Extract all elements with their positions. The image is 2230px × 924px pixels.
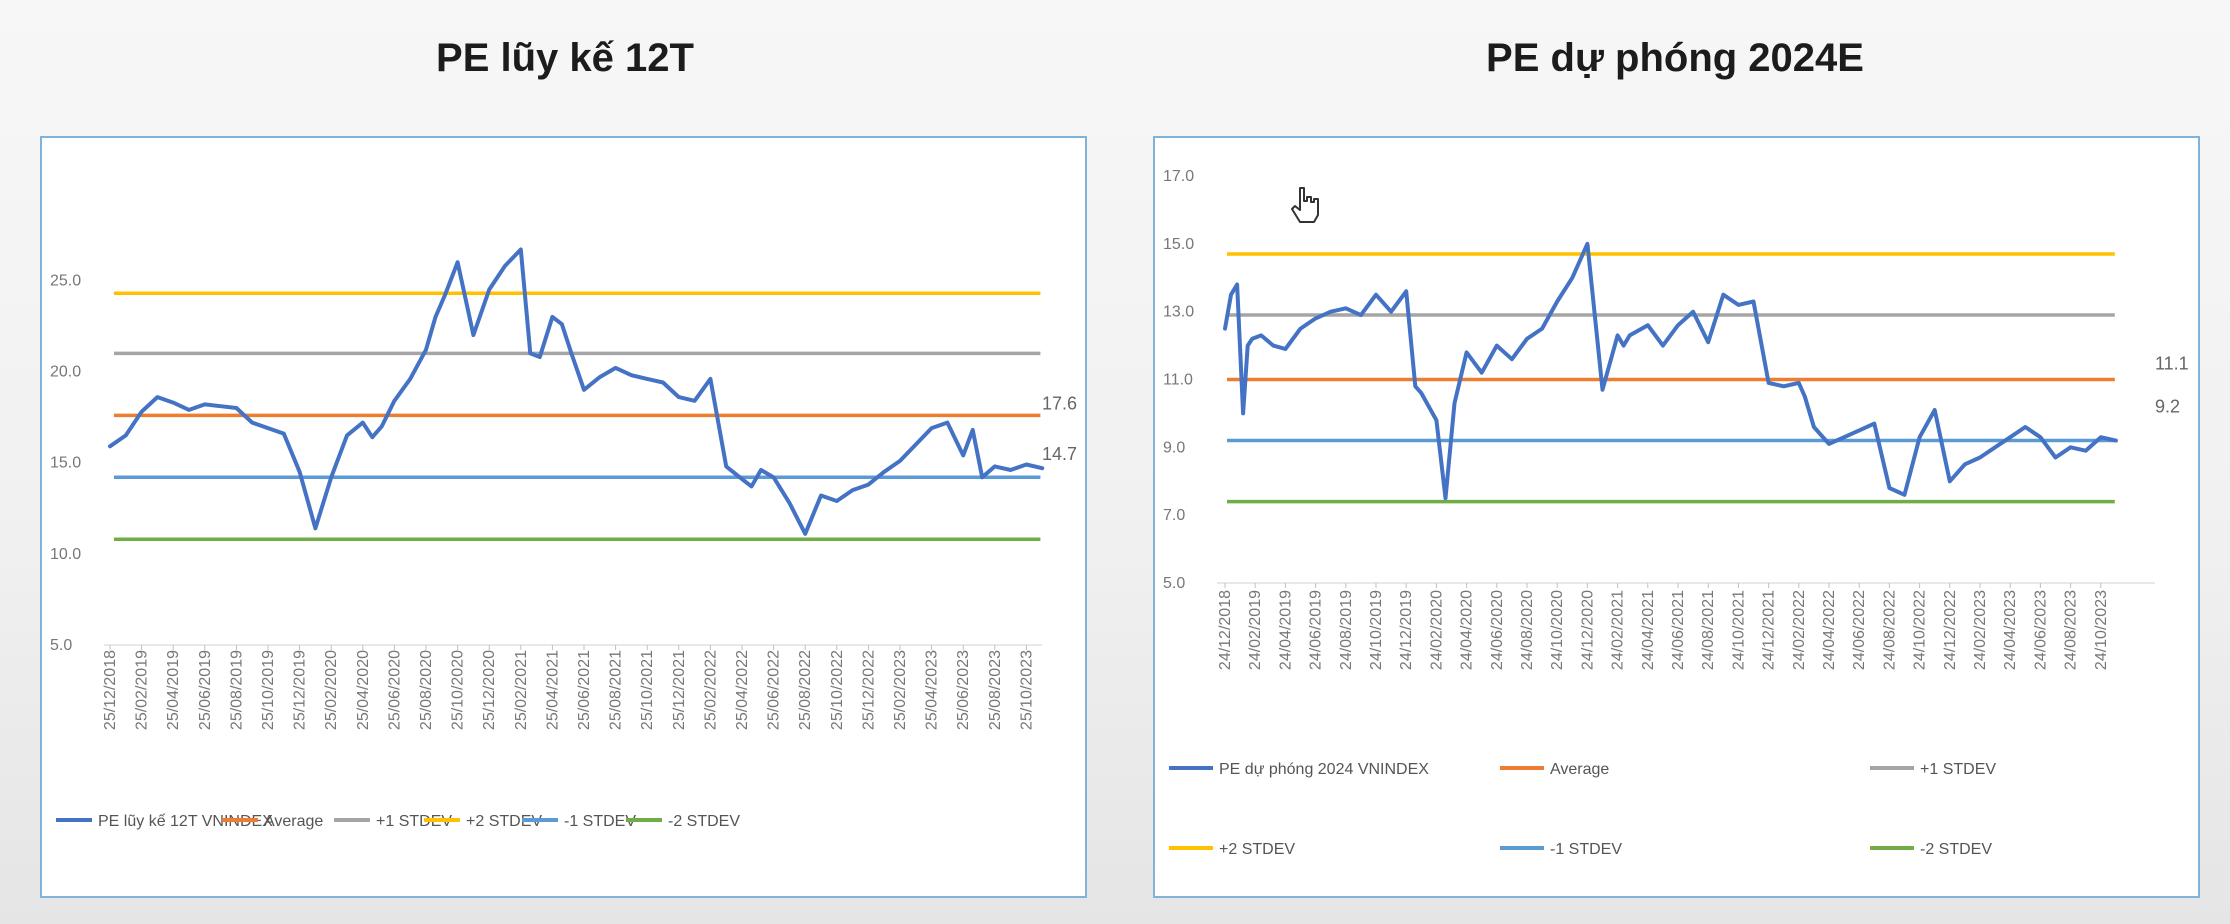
x-tick-label: 25/08/2020	[418, 650, 435, 730]
hand-cursor-icon	[1291, 187, 1319, 223]
y-tick-label: 5.0	[1163, 575, 1185, 592]
x-tick-label: 24/12/2020	[1579, 590, 1596, 670]
end-label-last-value: 14.7	[1042, 444, 1077, 464]
y-tick-label: 10.0	[50, 546, 81, 563]
x-tick-label: 24/12/2018	[1217, 590, 1234, 670]
y-tick-label: 15.0	[1163, 236, 1194, 253]
x-tick-label: 24/08/2022	[1881, 590, 1898, 670]
chart-left-svg: 25.0 20.0 15.0 10.0 5.0 25/12/2018 25/02/2019 2…	[50, 247, 1077, 830]
chart-panel-right: 17.0 15.0 13.0 11.0 9.0 7.0 5.0 24/12/2018 24/02…	[1153, 136, 2200, 898]
x-tick-label: 24/04/2021	[1640, 590, 1657, 670]
chart-panel-left: 25.0 20.0 15.0 10.0 5.0 25/12/2018 25/02/2019 2…	[40, 136, 1087, 898]
x-tick-label: 24/12/2021	[1761, 590, 1778, 670]
x-tick-label: 24/10/2020	[1549, 590, 1566, 670]
x-tick-label: 25/06/2023	[955, 650, 972, 730]
x-tick-label: 25/12/2020	[481, 650, 498, 730]
legend-label: -2 STDEV	[668, 813, 740, 830]
legend-label: +2 STDEV	[466, 813, 542, 830]
x-tick-label: 25/10/2021	[639, 650, 656, 730]
end-label-average: 11.1	[2155, 354, 2189, 374]
y-tick-label: 15.0	[50, 455, 81, 472]
legend-label: Average	[1550, 761, 1609, 778]
x-tick-label: 25/02/2019	[134, 650, 151, 730]
x-tick-label: 25/04/2021	[544, 650, 561, 730]
y-tick-label: 25.0	[50, 272, 81, 289]
x-tick-label: 24/06/2022	[1851, 590, 1868, 670]
legend-label: +1 STDEV	[1920, 761, 1996, 778]
x-tick-label: 24/04/2020	[1459, 590, 1476, 670]
y-tick-label: 13.0	[1163, 304, 1194, 321]
x-tick-label: 24/06/2021	[1670, 590, 1687, 670]
x-tick-label: 24/06/2023	[2032, 590, 2049, 670]
x-tick-label: 25/04/2019	[165, 650, 182, 730]
x-tick-label: 25/04/2022	[734, 650, 751, 730]
x-tick-label: 24/10/2023	[2093, 590, 2110, 670]
x-tick-label: 25/02/2020	[323, 650, 340, 730]
chart-title-right: PE dự phóng 2024E	[1486, 36, 1864, 80]
x-tick-label: 24/06/2019	[1308, 590, 1325, 670]
x-tick-label: 24/04/2023	[2002, 590, 2019, 670]
x-tick-label: 24/08/2020	[1519, 590, 1536, 670]
x-tick-label: 24/04/2022	[1821, 590, 1838, 670]
x-tick-label: 25/06/2020	[386, 650, 403, 730]
x-tick-label: 25/12/2021	[671, 650, 688, 730]
x-tick-label: 25/12/2018	[102, 650, 119, 730]
chart-right-svg: 17.0 15.0 13.0 11.0 9.0 7.0 5.0 24/12/2018 24/02…	[1163, 168, 2189, 858]
x-tick-label: 25/08/2023	[987, 650, 1004, 730]
x-tick-label: 25/10/2022	[829, 650, 846, 730]
y-tick-label: 5.0	[50, 637, 72, 654]
x-tick-label: 24/10/2019	[1368, 590, 1385, 670]
y-tick-label: 7.0	[1163, 507, 1185, 524]
x-tick-label: 24/10/2022	[1912, 590, 1929, 670]
legend-label: -2 STDEV	[1920, 841, 1992, 858]
y-tick-label: 20.0	[50, 364, 81, 381]
legend-label: +2 STDEV	[1219, 841, 1295, 858]
x-tick-label: 24/08/2021	[1700, 590, 1717, 670]
x-tick-label: 24/04/2019	[1277, 590, 1294, 670]
x-tick-label: 24/12/2019	[1398, 590, 1415, 670]
x-tick-label: 24/06/2020	[1489, 590, 1506, 670]
legend-label: PE lũy kế 12T VNINDEX	[98, 813, 273, 830]
end-label-last-value: 9.2	[2155, 397, 2180, 417]
x-tick-label: 25/04/2023	[924, 650, 941, 730]
x-tick-label: 24/08/2023	[2063, 590, 2080, 670]
legend-label: -1 STDEV	[1550, 841, 1622, 858]
legend-label: PE dự phóng 2024 VNINDEX	[1219, 761, 1429, 778]
x-tick-label: 25/06/2022	[766, 650, 783, 730]
x-tick-label: 25/12/2019	[292, 650, 309, 730]
x-tick-label: 24/02/2021	[1610, 590, 1627, 670]
legend-label: -1 STDEV	[564, 813, 636, 830]
x-tick-label: 24/10/2021	[1730, 590, 1747, 670]
x-tick-label: 24/02/2022	[1791, 590, 1808, 670]
x-tick-label: 25/10/2019	[260, 650, 277, 730]
x-tick-label: 25/06/2019	[197, 650, 214, 730]
x-tick-label: 25/02/2022	[702, 650, 719, 730]
y-tick-label: 9.0	[1163, 439, 1185, 456]
x-tick-label: 24/02/2020	[1428, 590, 1445, 670]
legend-label: +1 STDEV	[376, 813, 452, 830]
series-line-main	[1223, 241, 2118, 501]
x-tick-label: 25/08/2022	[797, 650, 814, 730]
series-line-main	[108, 247, 1045, 536]
chart-title-left: PE lũy kế 12T	[436, 36, 694, 80]
x-tick-label: 24/12/2022	[1942, 590, 1959, 670]
x-tick-label: 25/10/2020	[450, 650, 467, 730]
legend-label: Average	[264, 813, 323, 830]
x-tick-label: 25/02/2023	[892, 650, 909, 730]
x-tick-label: 25/02/2021	[513, 650, 530, 730]
x-tick-label: 25/06/2021	[576, 650, 593, 730]
x-tick-label: 25/04/2020	[355, 650, 372, 730]
y-tick-label: 11.0	[1163, 372, 1193, 389]
x-tick-label: 25/08/2019	[228, 650, 245, 730]
end-label-average: 17.6	[1042, 393, 1077, 413]
y-tick-label: 17.0	[1163, 168, 1194, 185]
x-tick-label: 25/12/2022	[860, 650, 877, 730]
x-tick-label: 24/02/2023	[1972, 590, 1989, 670]
x-tick-label: 25/08/2021	[608, 650, 625, 730]
x-tick-label: 24/02/2019	[1247, 590, 1264, 670]
x-tick-label: 24/08/2019	[1338, 590, 1355, 670]
x-tick-label: 25/10/2023	[1018, 650, 1035, 730]
